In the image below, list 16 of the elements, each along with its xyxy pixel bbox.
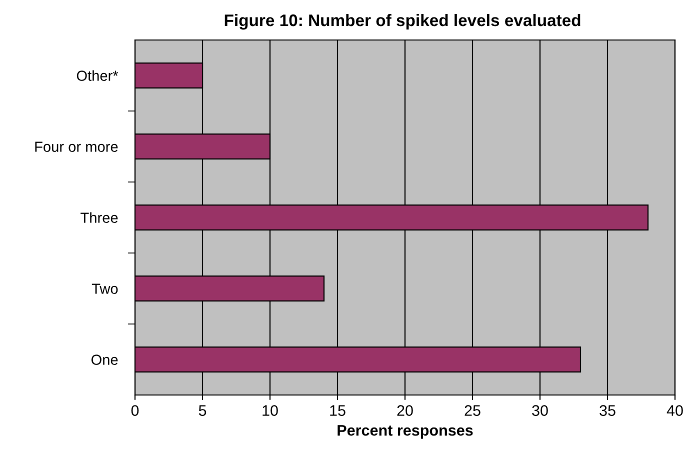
x-tick-label: 15 <box>330 405 346 416</box>
y-tick-label: One <box>91 354 118 365</box>
x-tick-label: 0 <box>131 405 139 416</box>
x-tick-label: 10 <box>262 405 278 416</box>
chart-title: Figure 10: Number of spiked levels evaluated <box>224 14 580 30</box>
x-tick-label: 25 <box>464 405 480 416</box>
y-tick-label: Two <box>92 284 118 294</box>
x-tick-label: 40 <box>666 405 683 416</box>
x-tick-label: 5 <box>198 405 206 416</box>
y-tick-label: Three <box>80 212 118 223</box>
x-axis-title: Percent responses <box>338 425 473 439</box>
y-tick-label: Four or more <box>35 142 118 152</box>
x-tick-label: 30 <box>532 405 548 416</box>
y-tick-label: Other* <box>76 70 118 81</box>
x-tick-label: 35 <box>600 405 616 416</box>
x-tick-label: 20 <box>397 405 413 416</box>
